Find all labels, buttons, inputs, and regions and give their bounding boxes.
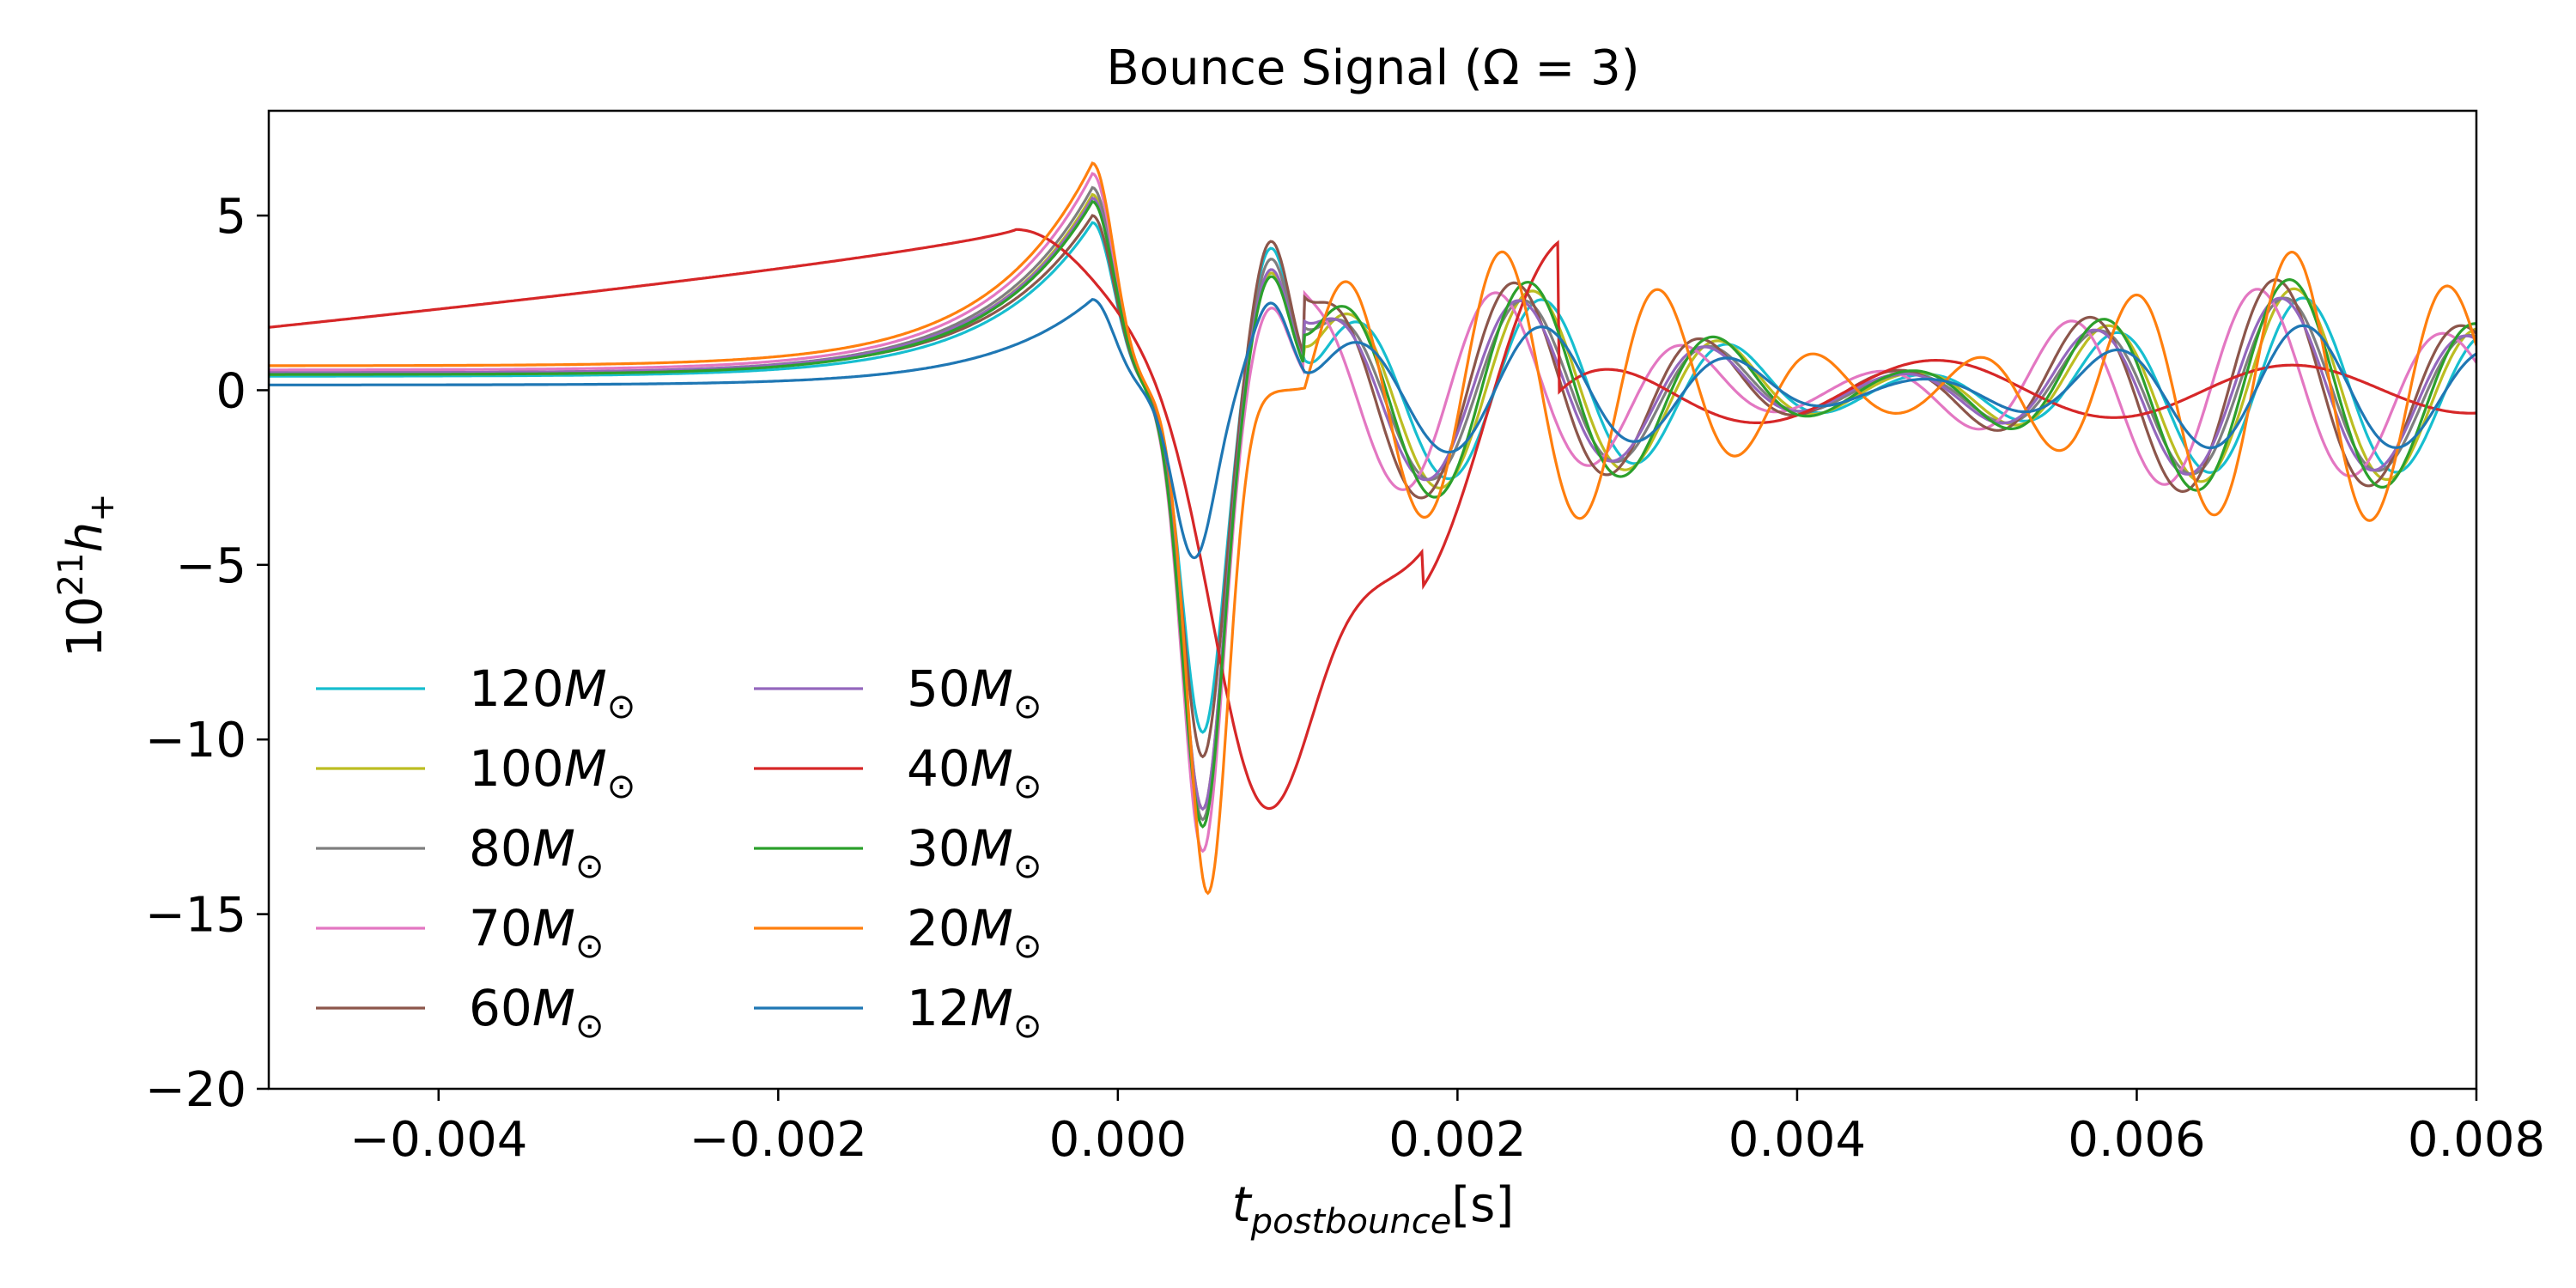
series-line-20 (269, 161, 2476, 896)
x-axis-label: tpostbounce[s] (1232, 1177, 1514, 1242)
y-tick-label: 5 (216, 189, 246, 245)
y-axis-label-prefix: 10 (58, 596, 113, 657)
y-axis: 5 0 −5 −10 −15 −20 (145, 189, 269, 1118)
y-tick-label: −20 (145, 1062, 246, 1118)
x-axis-label-unit: [s] (1451, 1177, 1514, 1233)
y-axis-label-sup: 21 (52, 552, 91, 596)
x-tick-label: 0.008 (2408, 1112, 2545, 1168)
x-tick-label: −0.002 (690, 1112, 867, 1168)
series-line-40 (269, 228, 2476, 811)
y-axis-label-base: h (58, 522, 113, 553)
x-tick-label: −0.004 (349, 1112, 527, 1168)
y-tick-label: −5 (175, 538, 246, 594)
y-axis-label-sub: + (82, 493, 122, 522)
x-tick-label: 0.000 (1049, 1112, 1187, 1168)
legend-label-120: 120M⊙ (469, 659, 635, 726)
chart-title: Bounce Signal (Ω = 3) (1106, 40, 1639, 96)
y-axis-label: 1021h+ (52, 493, 122, 657)
series-line-30 (269, 199, 2476, 829)
legend-label-80: 80M⊙ (469, 819, 604, 886)
y-tick-label: 0 (216, 363, 246, 419)
series-line-50 (269, 196, 2476, 811)
series-line-80 (269, 185, 2476, 822)
y-tick-label: −10 (145, 713, 246, 769)
legend-label-100: 100M⊙ (469, 739, 635, 806)
legend-label-50: 50M⊙ (907, 659, 1042, 726)
x-tick-label: 0.002 (1388, 1112, 1526, 1168)
plot-area (267, 109, 2478, 1091)
legend: 120M⊙ 100M⊙ 80M⊙ 70M⊙ 60M⊙ 50M⊙ 40M⊙ 30M⊙ 20M⊙ 12… (316, 659, 1042, 1046)
series-line-70 (269, 172, 2476, 854)
legend-label-30: 30M⊙ (907, 819, 1042, 886)
legend-label-70: 70M⊙ (469, 899, 604, 966)
plot-frame (267, 109, 2478, 1091)
x-axis-label-base: t (1232, 1177, 1253, 1233)
legend-label-40: 40M⊙ (907, 739, 1042, 806)
series-line-12 (269, 298, 2476, 560)
x-axis-label-sub: postbounce (1250, 1202, 1452, 1242)
legend-label-60: 60M⊙ (469, 979, 604, 1046)
x-tick-label: 0.004 (1728, 1112, 1866, 1168)
legend-label-20: 20M⊙ (907, 899, 1042, 966)
legend-label-12: 12M⊙ (907, 979, 1042, 1046)
y-tick-label: −15 (145, 888, 246, 944)
x-axis: −0.004 −0.002 0.000 0.002 0.004 0.006 0.008 (349, 1089, 2545, 1168)
x-tick-label: 0.006 (2068, 1112, 2205, 1168)
